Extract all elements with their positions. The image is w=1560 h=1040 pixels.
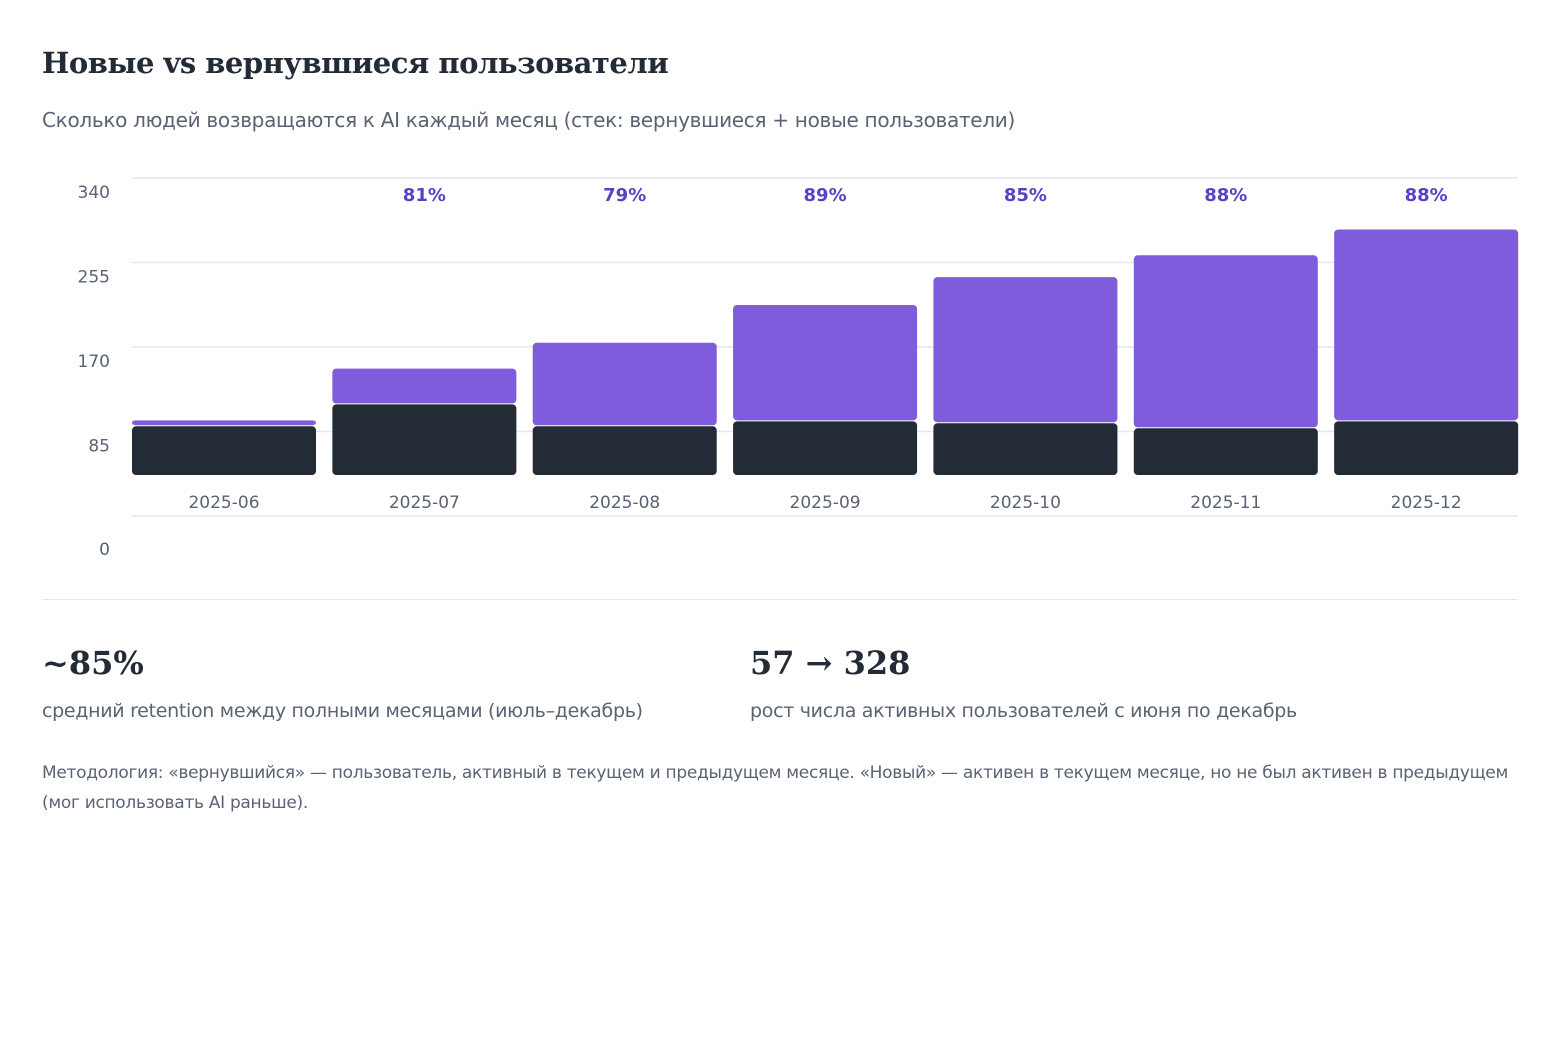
chart-title: Новые vs вернувшиеся пользователи bbox=[42, 46, 669, 80]
x-tick-label: 2025-11 bbox=[1190, 493, 1261, 513]
retention-label: 89% bbox=[804, 185, 847, 206]
bar-segment-upper bbox=[1334, 229, 1519, 421]
bar-segment-upper bbox=[1133, 255, 1318, 428]
stacked-bar-chart: 0 85 170 255 340 2025-06 2025-07 81% 2025-08 79% 2… bbox=[78, 177, 1519, 560]
x-tick-label: 2025-08 bbox=[589, 493, 660, 513]
bar-segment-upper bbox=[733, 305, 918, 421]
x-tick-label: 2025-07 bbox=[389, 493, 460, 513]
x-tick-label: 2025-06 bbox=[188, 493, 259, 513]
y-tick-label: 255 bbox=[78, 268, 110, 288]
y-tick-label: 85 bbox=[88, 437, 110, 457]
y-tick-label: 170 bbox=[78, 352, 110, 372]
y-tick-label: 0 bbox=[99, 540, 110, 560]
bar-segment-lower bbox=[1334, 421, 1519, 475]
x-tick-label: 2025-10 bbox=[990, 493, 1061, 513]
stat-value: ~85% bbox=[42, 644, 144, 682]
y-tick-label: 340 bbox=[78, 183, 110, 203]
x-tick-label: 2025-12 bbox=[1391, 493, 1462, 513]
retention-label: 85% bbox=[1004, 185, 1047, 206]
bar-segment-lower bbox=[733, 421, 918, 475]
retention-label: 88% bbox=[1204, 185, 1247, 206]
bar-segment-lower bbox=[933, 423, 1118, 475]
bar-segment-lower bbox=[532, 426, 717, 475]
bar-segment-lower bbox=[132, 426, 316, 475]
bar-segment-upper bbox=[132, 420, 316, 426]
bar-segment-lower bbox=[1133, 428, 1318, 475]
stat-label: рост числа активных пользователей с июня… bbox=[750, 700, 1297, 722]
retention-label: 81% bbox=[403, 185, 446, 206]
chart-subtitle: Сколько людей возвращаются к AI каждый м… bbox=[42, 108, 1015, 132]
divider bbox=[42, 599, 1518, 600]
stat-value: 57 → 328 bbox=[750, 644, 911, 682]
bar-segment-lower bbox=[332, 404, 517, 475]
stat-growth: 57 → 328 рост числа активных пользовател… bbox=[750, 644, 1297, 722]
methodology-note: Методология: «вернувшийся» — пользовател… bbox=[42, 763, 1508, 813]
x-tick-label: 2025-09 bbox=[790, 493, 861, 513]
bar-segment-upper bbox=[332, 368, 517, 404]
retention-label: 79% bbox=[603, 185, 646, 206]
retention-label: 88% bbox=[1405, 185, 1448, 206]
stat-retention: ~85% средний retention между полными мес… bbox=[42, 644, 643, 722]
stat-label: средний retention между полными месяцами… bbox=[42, 700, 643, 722]
bar-segment-upper bbox=[933, 277, 1118, 423]
bar-segment-upper bbox=[532, 342, 717, 426]
